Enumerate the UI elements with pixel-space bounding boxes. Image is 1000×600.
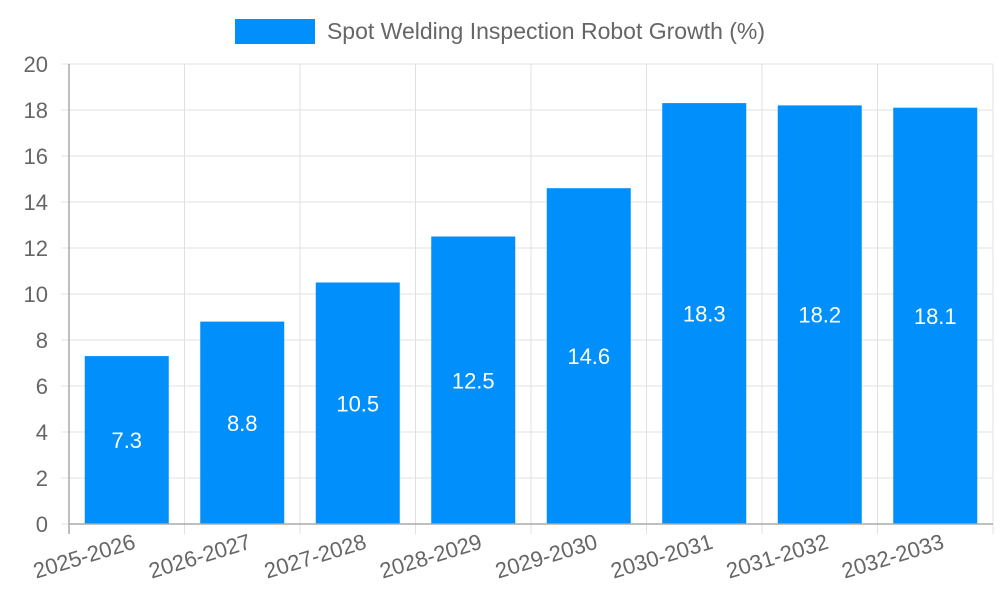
y-tick-label: 6 xyxy=(36,374,48,399)
bars xyxy=(84,103,978,525)
y-tick-label: 18 xyxy=(24,98,48,123)
x-tick-label: 2031-2032 xyxy=(723,529,831,584)
y-axis-ticks: 0 2 4 6 8 10 12 14 16 18 20 xyxy=(24,52,48,537)
x-tick-label: 2026-2027 xyxy=(146,529,254,584)
axes xyxy=(68,64,993,534)
data-label: 8.8 xyxy=(227,411,258,436)
bar-2025-2026[interactable] xyxy=(84,356,169,524)
bar-2028-2029[interactable] xyxy=(431,236,516,525)
data-label: 7.3 xyxy=(111,428,142,453)
x-tick-label: 2027-2028 xyxy=(261,529,369,584)
y-tick-label: 16 xyxy=(24,144,48,169)
y-tick-label: 4 xyxy=(36,420,48,445)
x-tick-label: 2025-2026 xyxy=(30,529,138,584)
chart-legend[interactable]: Spot Welding Inspection Robot Growth (%) xyxy=(0,18,1000,45)
y-tick-label: 2 xyxy=(36,466,48,491)
data-label: 18.3 xyxy=(683,302,726,327)
data-label: 10.5 xyxy=(336,391,379,416)
x-axis-ticks: 2025-2026 2026-2027 2027-2028 2028-2029 2029… xyxy=(30,529,946,584)
bar-2031-2032[interactable] xyxy=(777,105,862,525)
bar-2030-2031[interactable] xyxy=(662,103,747,524)
bar-2026-2027[interactable] xyxy=(200,321,285,524)
data-label: 14.6 xyxy=(567,344,610,369)
y-tick-label: 10 xyxy=(24,282,48,307)
bar-2029-2030[interactable] xyxy=(546,188,631,524)
y-tick-label: 20 xyxy=(24,52,48,77)
data-label: 12.5 xyxy=(452,368,495,393)
legend-swatch xyxy=(234,19,315,44)
x-tick-label: 2029-2030 xyxy=(492,529,600,584)
data-labels: 7.3 8.8 10.5 12.5 14.6 18.3 18.2 18.1 xyxy=(111,302,956,454)
y-tick-label: 8 xyxy=(36,328,48,353)
legend-label: Spot Welding Inspection Robot Growth (%) xyxy=(326,18,766,44)
data-label: 18.2 xyxy=(798,303,841,328)
y-tick-label: 0 xyxy=(36,512,48,537)
bar-2032-2033[interactable] xyxy=(893,107,978,524)
data-label: 18.1 xyxy=(914,304,957,329)
x-tick-label: 2032-2033 xyxy=(839,529,947,584)
y-tick-label: 14 xyxy=(24,190,48,215)
bar-2027-2028[interactable] xyxy=(315,282,400,525)
y-tick-label: 12 xyxy=(24,236,48,261)
x-tick-label: 2030-2031 xyxy=(608,529,716,584)
x-tick-label: 2028-2029 xyxy=(377,529,485,584)
